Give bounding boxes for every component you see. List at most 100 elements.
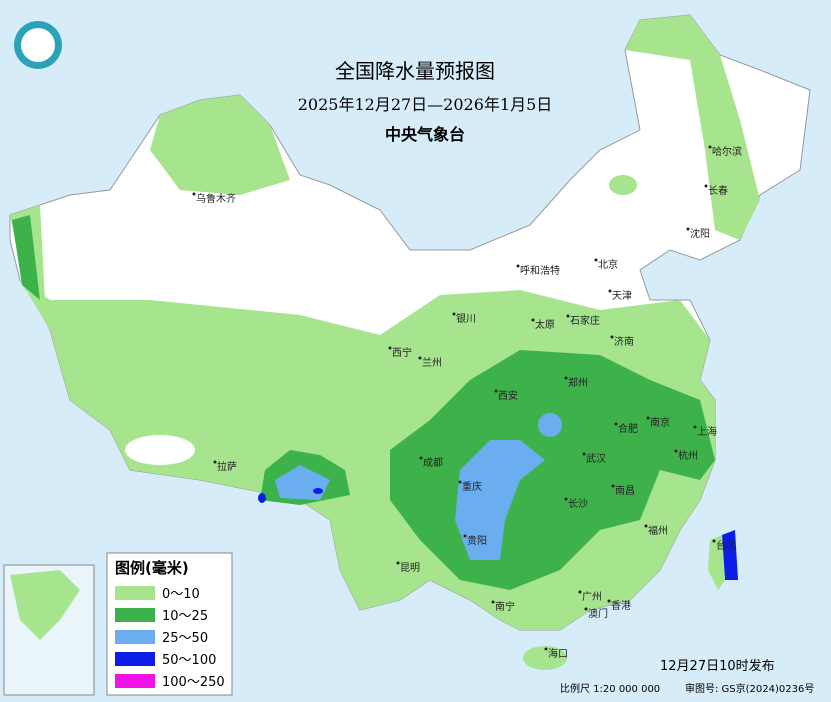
city-label: 澳门 <box>588 607 608 620</box>
legend-label: 100～250 <box>162 675 225 690</box>
legend-label: 10～25 <box>162 609 208 624</box>
city-label: 南宁 <box>495 600 515 613</box>
issued: 12月27日10时发布 <box>660 658 775 674</box>
city-dot <box>531 318 535 322</box>
city-label: 济南 <box>614 335 634 348</box>
city-label: 石家庄 <box>570 314 600 327</box>
city-dot <box>608 289 612 293</box>
city-dot <box>614 422 618 426</box>
city-label: 福州 <box>648 524 668 537</box>
city-dot <box>578 590 582 594</box>
rain-heavy <box>455 440 545 560</box>
legend-swatch <box>115 630 155 644</box>
city-dot <box>708 145 712 149</box>
legend-items: 0～10 10～25 25～50 50～100 100～250 <box>115 586 225 690</box>
city-label: 郑州 <box>568 376 588 389</box>
city-label: 成都 <box>423 457 443 469</box>
rain-very-heavy <box>722 530 738 580</box>
city-label: 西安 <box>498 389 518 402</box>
city-label: 杭州 <box>678 449 698 462</box>
city-label: 台北 <box>716 539 736 552</box>
city-label: 哈尔滨 <box>712 145 742 158</box>
city-label: 呼和浩特 <box>520 265 560 277</box>
city-dot <box>494 389 498 393</box>
city-dot <box>564 497 568 501</box>
city-label: 北京 <box>598 258 618 271</box>
city-label: 昆明 <box>400 562 420 574</box>
city-dot <box>419 456 423 460</box>
legend-box <box>106 552 233 696</box>
city-label: 香港 <box>611 600 631 612</box>
legend-swatch <box>115 674 155 688</box>
rain-heavy <box>538 413 562 437</box>
city-label: 拉萨 <box>217 460 237 473</box>
city-label: 重庆 <box>462 480 482 493</box>
city-label: 武汉 <box>586 452 606 465</box>
logo-inner <box>21 28 55 62</box>
city-dot <box>607 599 611 603</box>
city-label: 上海 <box>697 425 717 438</box>
city-dot <box>516 264 520 268</box>
city-dot <box>611 484 615 488</box>
city-dot <box>491 600 495 604</box>
city-label: 天津 <box>612 290 632 302</box>
scale: 比例尺 1:20 000 000 <box>560 682 660 695</box>
rain-very-heavy <box>313 488 323 494</box>
city-label: 贵阳 <box>467 534 487 547</box>
city-dot <box>582 452 586 456</box>
hainan <box>523 646 567 670</box>
city-label: 长春 <box>708 185 728 197</box>
legend-label: 0～10 <box>162 587 200 602</box>
city-dot <box>686 227 690 231</box>
city-dot <box>418 356 422 360</box>
city-label: 南昌 <box>615 484 635 497</box>
city-label: 兰州 <box>422 356 442 369</box>
city-dot <box>584 607 588 611</box>
rain-light <box>150 95 290 195</box>
city-dot <box>192 192 196 196</box>
legend-label: 50～100 <box>162 653 216 668</box>
rain-very-heavy <box>258 493 266 503</box>
rain-light <box>625 15 760 240</box>
city-label: 沈阳 <box>690 227 710 240</box>
city-label: 西宁 <box>392 346 412 359</box>
city-dot <box>213 460 217 464</box>
city-dot <box>704 184 708 188</box>
taiwan <box>708 535 725 590</box>
city-dot <box>712 539 716 543</box>
city-label: 太原 <box>535 318 555 331</box>
city-dot <box>610 335 614 339</box>
legend-label: 25～50 <box>162 631 208 646</box>
legend-swatch <box>115 586 155 600</box>
city-dot <box>463 534 467 538</box>
city-dot <box>388 346 392 350</box>
city-label: 乌鲁木齐 <box>196 192 236 205</box>
period: 2025年12月27日—2026年1月5日 <box>298 95 553 114</box>
city-dot <box>594 258 598 262</box>
city-dot <box>644 524 648 528</box>
city-dot <box>452 312 456 316</box>
legend-swatch <box>115 608 155 622</box>
rain-moderate <box>12 215 40 300</box>
city-dot <box>564 376 568 380</box>
legend-swatch <box>115 652 155 666</box>
city-dot <box>544 647 548 651</box>
agency: 中央气象台 <box>385 125 465 144</box>
inset-land <box>10 570 80 640</box>
city-label: 长沙 <box>568 498 588 510</box>
city-dot <box>674 449 678 453</box>
city-label: 银川 <box>456 312 476 325</box>
rain-light <box>609 175 637 195</box>
city-label: 海口 <box>548 647 568 660</box>
city-dot <box>646 416 650 420</box>
city-label: 合肥 <box>618 422 638 435</box>
dry-area <box>125 435 195 465</box>
city-label: 广州 <box>582 591 602 603</box>
map-number: 审图号: GS京(2024)0236号 <box>685 682 814 695</box>
city-dot <box>458 480 462 484</box>
city-dot <box>396 561 400 565</box>
city-label: 南京 <box>650 416 670 429</box>
legend-title: 图例(毫米) <box>115 559 189 577</box>
